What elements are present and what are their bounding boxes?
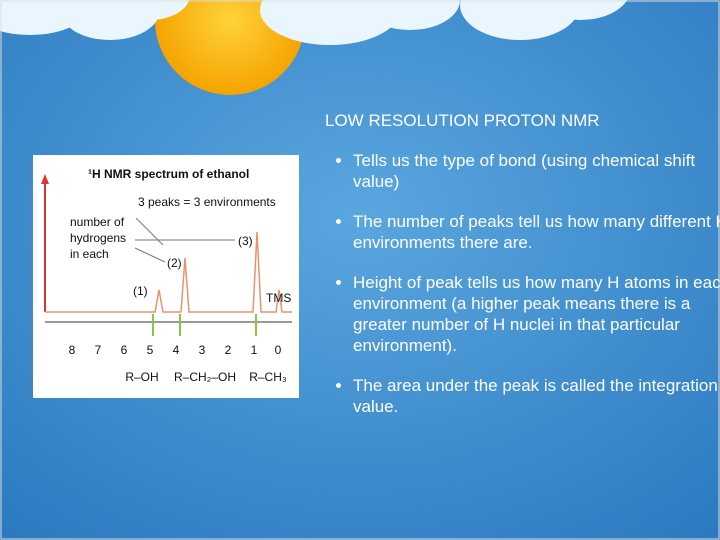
x-tick-label: 4 (173, 343, 180, 357)
x-tick-label: 0 (275, 343, 282, 357)
figure-title: ¹H NMR spectrum of ethanol (88, 167, 249, 181)
x-tick-label: 7 (95, 343, 102, 357)
peak-label: (1) (133, 284, 148, 298)
bullet: The number of peaks tell us how many dif… (353, 211, 720, 253)
x-tick-label: 5 (147, 343, 154, 357)
bullet: Height of peak tells us how many H atoms… (353, 272, 720, 356)
bullet: Tells us the type of bond (using chemica… (353, 150, 720, 192)
x-tick-label: 1 (251, 343, 258, 357)
figure-note: 3 peaks = 3 environments (138, 195, 276, 209)
peak-label: TMS (266, 291, 291, 305)
bullet-list: Tells us the type of bond (using chemica… (330, 150, 720, 436)
peak-label: (3) (238, 234, 253, 248)
axis-label: number of (70, 215, 125, 229)
axis-label: in each (70, 247, 109, 261)
group-label: R–CH₂–OH (174, 370, 236, 384)
peak-label: (2) (167, 256, 182, 270)
group-label: R–OH (125, 370, 158, 384)
x-tick-label: 3 (199, 343, 206, 357)
nmr-figure: ¹H NMR spectrum of ethanol 3 peaks = 3 e… (33, 155, 299, 398)
x-tick-label: 2 (225, 343, 232, 357)
bullet: The area under the peak is called the in… (353, 375, 720, 417)
slide-title: LOW RESOLUTION PROTON NMR (325, 111, 600, 130)
x-tick-label: 6 (121, 343, 128, 357)
x-tick-label: 8 (69, 343, 76, 357)
group-label: R–CH₃ (249, 370, 287, 384)
axis-label: hydrogens (70, 231, 126, 245)
